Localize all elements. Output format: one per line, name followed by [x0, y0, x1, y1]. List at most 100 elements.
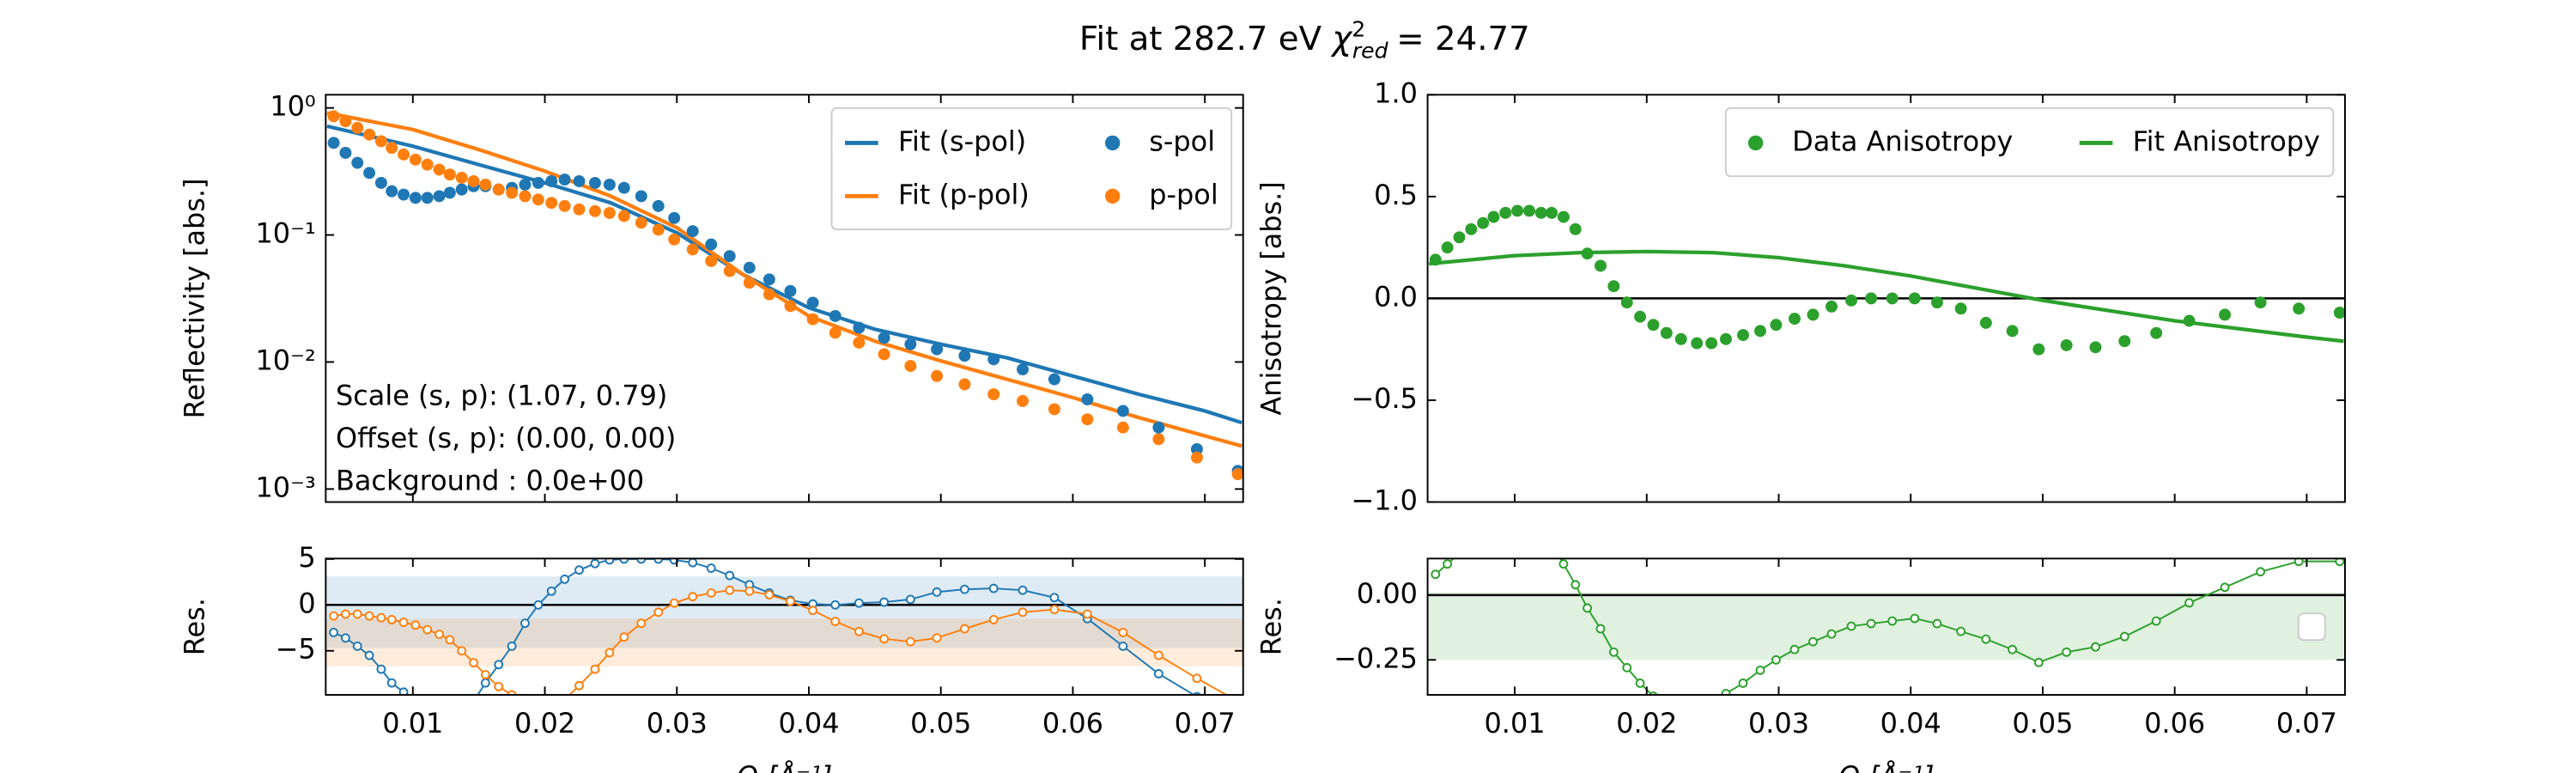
residual-band: [1427, 592, 2345, 660]
data-point: [603, 206, 616, 219]
data-point: [1081, 393, 1094, 405]
residual-point: [1082, 609, 1092, 619]
residual-band: [325, 618, 1243, 666]
data-point: [1886, 292, 1899, 305]
data-point: [1152, 421, 1165, 434]
panel: −1.0 −0.5 0.0 0.5 1.0 Anisotropy [abs.] Data A…: [1255, 76, 2346, 517]
data-point: [409, 192, 422, 204]
legend-handle: [1104, 188, 1121, 204]
residual-point: [2184, 598, 2194, 608]
data-point: [1048, 373, 1060, 386]
data-point: [617, 210, 630, 222]
residual-point: [2091, 642, 2100, 652]
residual-point: [932, 587, 942, 597]
residual-point: [988, 614, 999, 624]
data-point: [1908, 292, 1921, 305]
residual-point: [2119, 631, 2129, 642]
data-point: [1453, 231, 1466, 244]
y-tick-label: −0.25: [1334, 642, 1418, 674]
data-point: [762, 273, 775, 286]
title-text: Fit at 282.7 eV: [1079, 20, 1322, 58]
data-point: [1017, 363, 1029, 376]
data-point: [479, 179, 492, 191]
data-point: [558, 173, 571, 186]
x-axis-label: Q [Å⁻¹]: [737, 760, 833, 773]
residual-point: [1887, 616, 1898, 626]
residual-point: [1608, 647, 1619, 657]
data-point: [363, 128, 376, 141]
residual-point: [988, 583, 999, 593]
data-point: [1930, 296, 1943, 309]
residual-point: [764, 590, 775, 600]
data-point: [588, 204, 601, 217]
data-point: [374, 176, 387, 189]
x-tick-label: 0.05: [2012, 707, 2073, 740]
data-point: [1441, 241, 1454, 254]
residual-point: [340, 633, 350, 643]
data-point: [519, 190, 532, 203]
data-point: [1017, 394, 1029, 407]
data-point: [686, 243, 699, 256]
y-tick-label: −5: [276, 633, 316, 666]
data-point: [2219, 308, 2232, 321]
data-point: [904, 360, 917, 373]
residual-point: [590, 558, 600, 569]
x-tick-label: 0.04: [1880, 707, 1941, 740]
data-point: [1753, 325, 1766, 338]
residual-point: [706, 563, 716, 573]
legend-handle: [1104, 135, 1121, 151]
data-point: [2293, 302, 2306, 315]
residual-point: [364, 650, 374, 660]
residual-point: [1571, 580, 1581, 590]
y-tick-label: 0.0: [1374, 280, 1418, 313]
data-point: [421, 192, 434, 204]
data-point: [1788, 313, 1801, 326]
residual-point: [1443, 559, 1453, 569]
legend-handle: [1747, 135, 1764, 151]
residual-point: [398, 687, 409, 696]
y-tick-label: 10⁰: [270, 90, 315, 123]
data-point: [853, 321, 866, 334]
data-point: [1705, 337, 1718, 350]
x-tick-label: 0.01: [1485, 707, 1546, 740]
panel: 10⁰ 10⁻¹ 10⁻² 10⁻³ Reflectivity [abs.] Scale …: [178, 90, 1244, 503]
residual-point: [1910, 613, 1920, 624]
data-point: [904, 338, 917, 350]
y-tick-label: 0: [298, 587, 315, 619]
x-tick-label: 0.04: [778, 707, 839, 740]
residual-point: [1431, 569, 1441, 580]
residual-point: [2062, 647, 2072, 657]
data-point: [1557, 210, 1570, 223]
residual-point: [1771, 654, 1781, 665]
data-point: [363, 167, 376, 180]
data-point: [443, 186, 456, 199]
data-point: [1691, 337, 1704, 350]
residual-point: [376, 664, 386, 674]
data-point: [1979, 316, 1992, 329]
data-point: [931, 369, 944, 382]
panel: −0.25 0.00 0.01 0.02 0.03 0.04 0.05 0.06 0.07 Res…: [1255, 557, 2346, 773]
data-point: [1116, 421, 1129, 434]
residual-point: [1583, 603, 1593, 613]
data-point: [958, 378, 971, 391]
data-point: [1081, 413, 1094, 426]
data-point: [743, 277, 756, 289]
legend: Fit (s-pol) Fit (p-pol) s-pol p-pol: [830, 107, 1233, 231]
residual-point: [2033, 657, 2044, 667]
data-point: [398, 188, 410, 201]
x-tick-label: 0.06: [1042, 707, 1103, 740]
data-point: [467, 175, 480, 187]
plot-area: [325, 558, 1243, 696]
data-point: [987, 353, 1000, 366]
residual-point: [410, 620, 421, 630]
data-point: [1737, 329, 1749, 342]
data-point: [327, 110, 340, 123]
residual-point: [422, 624, 433, 635]
residual-point: [1153, 650, 1163, 660]
y-tick-label: 0.5: [1374, 179, 1418, 211]
data-point: [958, 350, 971, 362]
panel: −5 0 5 0.01 0.02 0.03 0.04 0.05 0.06 0.07 Res. Q [Å…: [178, 541, 1244, 773]
residual-point: [2256, 567, 2266, 577]
data-point: [339, 147, 352, 159]
residual-point: [605, 648, 615, 658]
